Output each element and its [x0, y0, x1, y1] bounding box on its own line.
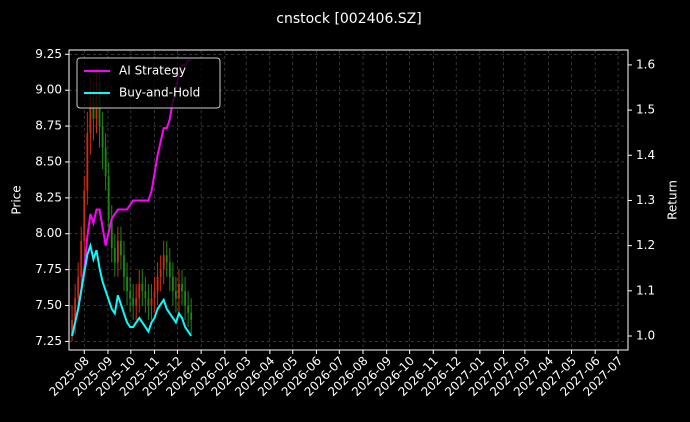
candle-body — [159, 269, 162, 277]
candle-body — [101, 126, 104, 148]
legend-box — [76, 57, 221, 109]
candle-body — [120, 240, 122, 256]
y-tick-label: 7.75 — [35, 262, 62, 276]
y-tick-label: 8.00 — [35, 226, 62, 240]
plot-frame — [68, 49, 629, 351]
legend-label: Buy-and-Hold — [119, 86, 200, 100]
series-line — [71, 59, 192, 337]
y2-tick-label: 1.5 — [636, 103, 655, 117]
candle-body — [74, 298, 77, 320]
y2-tick-label: 1.0 — [636, 328, 655, 342]
y2-tick-label: 1.1 — [636, 283, 655, 297]
candle-body — [129, 291, 132, 299]
candle-body — [156, 276, 159, 292]
y2-tick-label: 1.3 — [636, 193, 655, 207]
candle-body — [80, 240, 83, 277]
candle-body — [174, 291, 177, 299]
y2-tick-label: 1.2 — [636, 238, 655, 252]
candle-body — [83, 190, 86, 241]
chart-title: cnstock [002406.SZ] — [276, 11, 421, 27]
candle-body — [110, 219, 113, 249]
y-tick-label: 8.50 — [35, 154, 62, 168]
candle-body — [104, 147, 107, 177]
y2-tick-label: 1.4 — [636, 148, 655, 162]
candle-body — [116, 240, 119, 263]
candle-body — [184, 291, 186, 306]
y-tick-label: 8.75 — [35, 119, 62, 133]
y-axis-label: Price — [10, 185, 24, 214]
candle-body — [150, 298, 153, 306]
y-tick-label: 9.25 — [35, 47, 62, 61]
candle-body — [138, 283, 141, 299]
candle-body — [71, 319, 73, 335]
candle-body — [171, 276, 174, 292]
y2-axis-label: Return — [666, 180, 680, 220]
candle-body — [89, 97, 92, 134]
candle-body — [165, 255, 168, 263]
y-tick-label: 7.25 — [35, 334, 62, 348]
y-tick-label: 9.00 — [35, 83, 62, 97]
candle-body — [141, 283, 144, 292]
candle-body — [132, 298, 135, 306]
y2-tick-label: 1.6 — [636, 57, 655, 71]
candle-body — [86, 133, 89, 191]
series-line — [71, 241, 193, 337]
candle-body — [153, 291, 156, 299]
legend-label: AI Strategy — [119, 64, 186, 78]
candle-body — [190, 312, 193, 320]
candle-body — [126, 276, 128, 292]
candle-body — [187, 305, 190, 313]
y-tick-label: 7.50 — [35, 298, 62, 312]
candle-body — [178, 283, 180, 299]
candle-body — [123, 255, 125, 277]
candle-body — [144, 291, 147, 299]
candle-body — [113, 248, 116, 263]
candle-body — [162, 255, 165, 270]
candle-body — [147, 298, 150, 306]
candle-body — [168, 262, 171, 277]
candle-body — [135, 298, 138, 306]
candle-body — [77, 276, 80, 299]
candle-body — [181, 283, 183, 292]
candle-body — [107, 176, 110, 220]
y-tick-label: 8.25 — [35, 190, 62, 204]
